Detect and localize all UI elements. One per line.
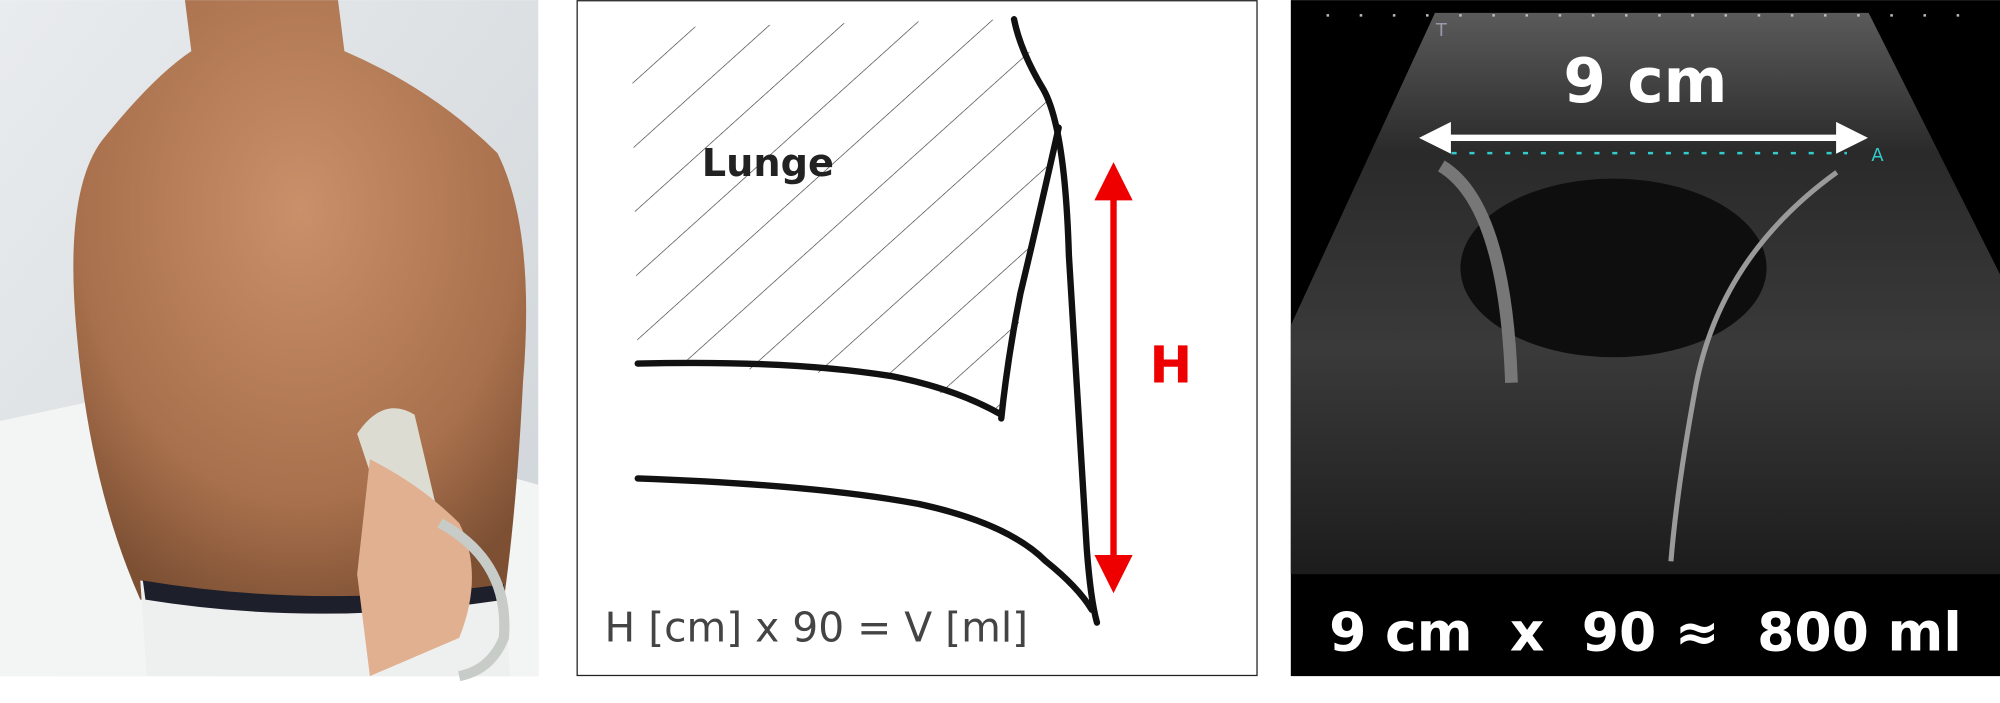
height-label: H [1150, 337, 1193, 396]
probe-marker: T [1435, 20, 1447, 41]
caliper-marker: A [1871, 145, 1884, 166]
lung-label: Lunge [702, 141, 834, 186]
result: 9 cm x 90 ≈ 800 ml [1329, 601, 1962, 664]
upper-boundary [634, 359, 1005, 418]
diagram-panel: Lunge H H [cm] x 90 = V [ml] [576, 0, 1258, 677]
effusion [1460, 178, 1767, 358]
inner-curve [998, 124, 1062, 422]
width-label: 9 cm [1563, 46, 1727, 117]
hand [357, 459, 472, 677]
hatched-lung [631, 19, 1059, 415]
cable [437, 518, 510, 682]
diaphragm [1668, 170, 1839, 562]
formula: H [cm] x 90 = V [ml] [605, 604, 1029, 652]
outer-curve [1010, 16, 1101, 626]
echo [1437, 160, 1518, 383]
lower-boundary [634, 475, 1096, 613]
photo-panel [0, 0, 539, 682]
ultrasound-panel: T A 9 cm 9 cm x 90 ≈ 800 ml [1290, 0, 2000, 677]
